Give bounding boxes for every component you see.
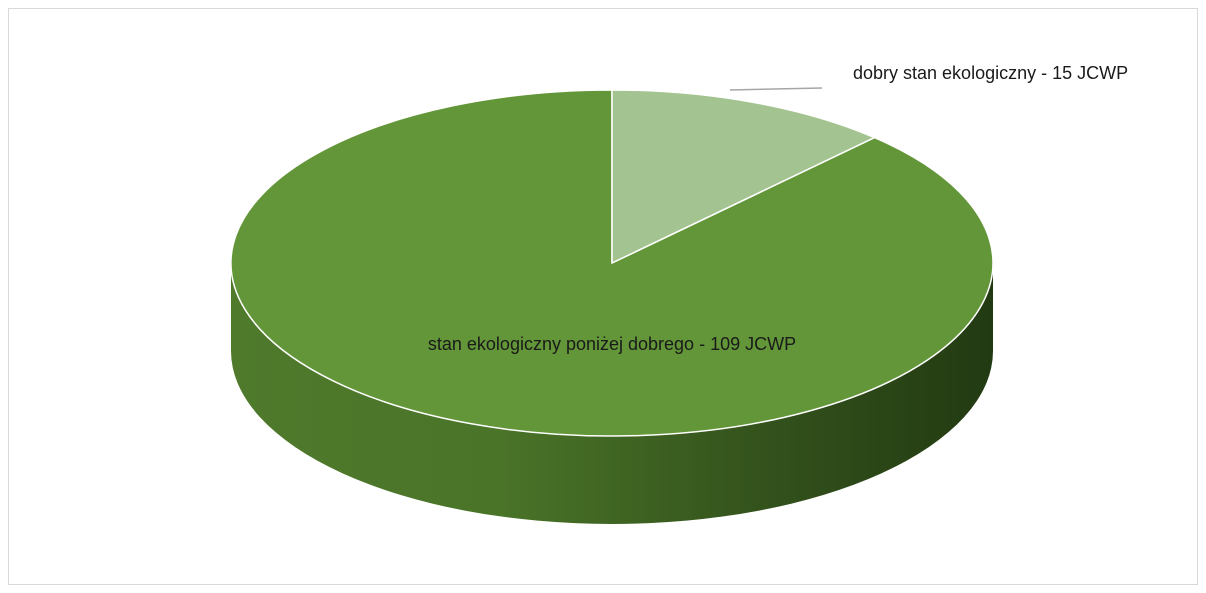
pie-side-wall: [231, 263, 993, 524]
leader-line: [729, 87, 823, 91]
data-label-good: dobry stan ekologiczny - 15 JCWP: [853, 63, 1128, 83]
pie-labels-group: dobry stan ekologiczny - 15 JCWP stan ek…: [428, 63, 1128, 354]
pie-side-group: [231, 263, 993, 524]
pie-top-group: [230, 89, 994, 437]
pie-slice-good: [611, 89, 876, 264]
data-label-below-good: stan ekologiczny poniżej dobrego - 109 J…: [428, 334, 796, 354]
